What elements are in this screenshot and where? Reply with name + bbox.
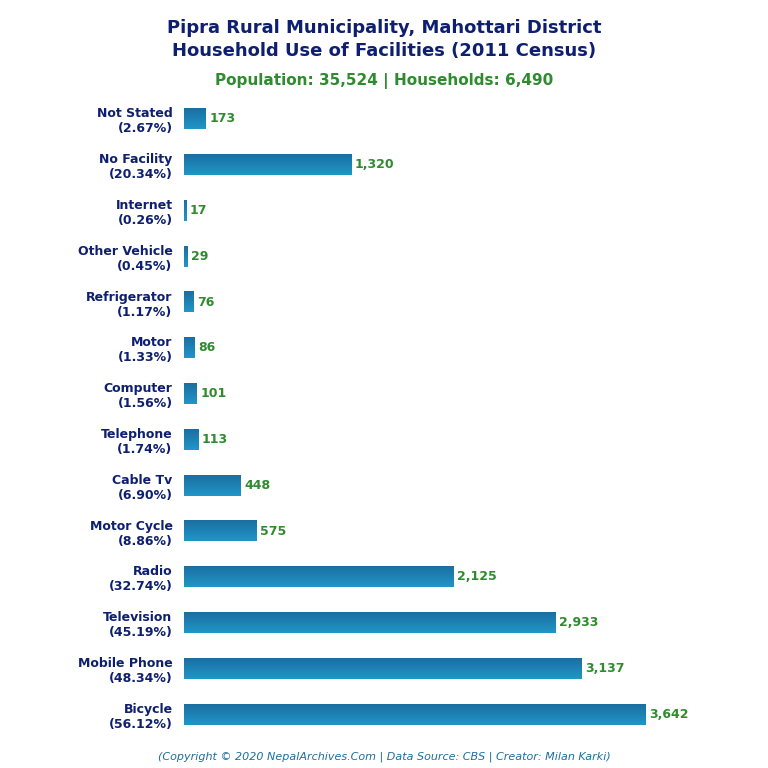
Text: (Copyright © 2020 NepalArchives.Com | Data Source: CBS | Creator: Milan Karki): (Copyright © 2020 NepalArchives.Com | Da… bbox=[157, 751, 611, 762]
Text: 2,933: 2,933 bbox=[559, 616, 598, 629]
Text: 3,137: 3,137 bbox=[585, 662, 624, 675]
Text: Population: 35,524 | Households: 6,490: Population: 35,524 | Households: 6,490 bbox=[215, 73, 553, 89]
Text: 3,642: 3,642 bbox=[649, 708, 688, 721]
Text: 86: 86 bbox=[198, 342, 216, 354]
Text: 113: 113 bbox=[202, 433, 228, 446]
Text: 17: 17 bbox=[190, 204, 207, 217]
Text: 101: 101 bbox=[200, 387, 227, 400]
Text: 1,320: 1,320 bbox=[355, 158, 395, 171]
Text: Household Use of Facilities (2011 Census): Household Use of Facilities (2011 Census… bbox=[172, 42, 596, 60]
Text: Pipra Rural Municipality, Mahottari District: Pipra Rural Municipality, Mahottari Dist… bbox=[167, 19, 601, 37]
Text: 575: 575 bbox=[260, 525, 286, 538]
Text: 76: 76 bbox=[197, 296, 214, 309]
Text: 173: 173 bbox=[210, 112, 236, 125]
Text: 2,125: 2,125 bbox=[457, 571, 497, 584]
Text: 29: 29 bbox=[191, 250, 209, 263]
Text: 448: 448 bbox=[244, 479, 270, 492]
